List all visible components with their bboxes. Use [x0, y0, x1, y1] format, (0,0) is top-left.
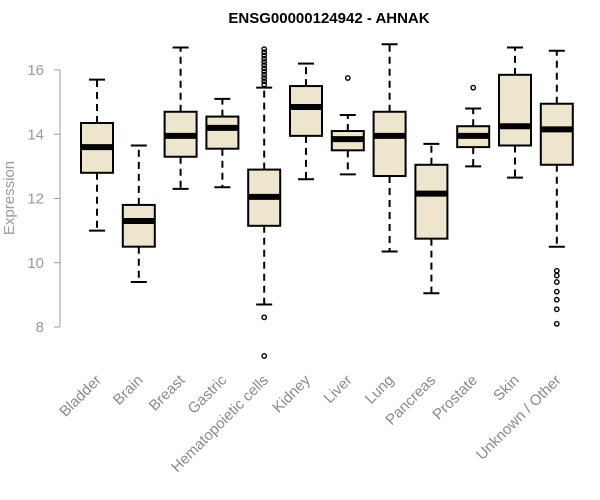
outlier-point — [261, 49, 268, 56]
outlier-point — [553, 267, 560, 274]
box-bladder — [80, 78, 114, 232]
outlier-point — [261, 75, 268, 81]
y-tick-label: 8 — [36, 319, 44, 336]
box-skin — [498, 46, 532, 179]
outlier-point — [261, 353, 268, 359]
box-gastric — [205, 97, 240, 189]
x-category-label: Liver — [321, 372, 356, 407]
y-axis-label: Expression — [1, 161, 18, 235]
box-hematopoietic-cells — [247, 46, 282, 359]
x-category-label: Prostate — [429, 372, 481, 424]
box-iqr — [498, 73, 532, 147]
y-axis: 8 10 12 14 16 — [27, 62, 61, 336]
outlier-point — [261, 68, 268, 75]
y-tick-label: 12 — [27, 191, 44, 208]
outlier-point — [553, 288, 560, 295]
box-iqr — [121, 203, 156, 248]
box-iqr — [205, 115, 240, 150]
box-liver — [330, 75, 365, 176]
outlier-point — [553, 320, 560, 327]
outlier-point — [261, 46, 268, 53]
x-category-label: Kidney — [269, 371, 314, 416]
outlier-point — [470, 84, 477, 91]
y-tick-label: 10 — [27, 255, 44, 272]
outlier-point — [553, 272, 560, 279]
outlier-point — [553, 296, 560, 303]
outlier-point — [261, 81, 268, 88]
y-tick-label: 14 — [27, 126, 44, 143]
x-category-label: Breast — [146, 371, 189, 414]
outlier-point — [261, 59, 268, 65]
outlier-point — [344, 75, 351, 81]
outlier-point — [261, 55, 268, 62]
x-category-label: Bladder — [56, 372, 105, 421]
chart-title: ENSG00000124942 - AHNAK — [228, 10, 429, 27]
box-breast — [163, 46, 198, 190]
box-iqr — [539, 102, 574, 166]
outlier-point — [553, 306, 560, 313]
box-lung — [372, 43, 407, 253]
box-pancreas — [414, 142, 449, 295]
outlier-point — [261, 314, 268, 321]
box-iqr — [289, 85, 323, 137]
outlier-point — [261, 62, 268, 69]
box-unknown-other — [539, 49, 574, 327]
outlier-point — [261, 78, 268, 85]
box-brain — [121, 144, 156, 284]
outlier-point — [261, 52, 268, 59]
box-iqr — [414, 163, 449, 240]
box-prostate — [456, 84, 491, 168]
x-category-label: Lung — [362, 372, 398, 408]
x-category-label: Brain — [110, 372, 147, 409]
box-series — [80, 43, 574, 359]
box-kidney — [289, 62, 323, 181]
y-tick-label: 16 — [27, 62, 44, 79]
outlier-point — [553, 279, 560, 285]
outlier-point — [261, 65, 268, 72]
box-iqr — [372, 110, 407, 178]
outlier-point — [261, 71, 268, 78]
x-category-label: Skin — [490, 372, 523, 405]
